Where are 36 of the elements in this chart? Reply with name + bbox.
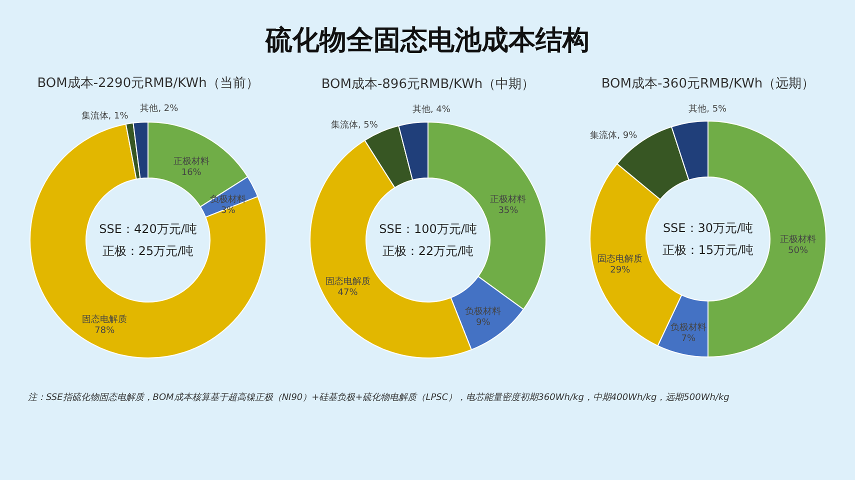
slice-label: 集流体, 9% (590, 130, 638, 141)
slice-label: 负极材料 (670, 322, 706, 333)
text: 正极：22万元/吨 (382, 244, 474, 258)
donut-slice (29, 124, 266, 358)
chart-title: BOM成本-896元RMB/KWh（中期） (320, 76, 534, 92)
slice-label: 负极材料 (210, 194, 246, 206)
text: 注：SSE指硫化物固态电解质，BOM成本核算基于超高镍正极（NI90）+硅基负极+硫化物电解质（LPSC），电芯能量密度初期360Wh/kg，中期400Wh/kg，远期500Wh/kg (27, 392, 730, 404)
data-label: 29% (610, 266, 630, 276)
text: SSE：30万元/吨 (662, 221, 753, 235)
slice-label: 其他, 4% (412, 104, 450, 115)
slice-label: 负极材料 (464, 306, 501, 318)
data-label: 16% (180, 168, 202, 178)
text: SSE：100万元/吨 (378, 222, 476, 236)
text: 硫化物全固态电池成本结构 (264, 24, 590, 58)
data-label: 3% (220, 206, 236, 216)
text: SSE：420万元/吨 (98, 222, 196, 236)
slice-label: 其他, 5% (688, 104, 727, 115)
data-label: 78% (94, 326, 115, 336)
slice-label: 正极材料 (780, 234, 816, 245)
text: 正极：25万元/吨 (102, 244, 194, 258)
text: 正极：15万元/吨 (662, 243, 754, 257)
slice-label: 集流体, 5% (330, 119, 378, 130)
data-label: 35% (498, 206, 518, 216)
data-label: 50% (787, 246, 808, 256)
data-label: 9% (476, 318, 490, 328)
chart-title: BOM成本-2290元RMB/KWh（当前） (36, 76, 258, 92)
chart-title: BOM成本-360元RMB/KWh（远期） (600, 76, 814, 92)
data-label: 47% (337, 288, 358, 298)
slice-label: 其他, 2% (140, 103, 178, 114)
slice-label: 正极材料 (172, 156, 209, 168)
slice-label: 固态电解质 (597, 254, 642, 265)
slice-label: 正极材料 (490, 194, 526, 206)
slice-label: 集流体, 1% (80, 110, 128, 122)
slice-label: 固态电解质 (324, 276, 370, 287)
data-label: 7% (680, 334, 696, 344)
slice-label: 固态电解质 (82, 314, 127, 325)
